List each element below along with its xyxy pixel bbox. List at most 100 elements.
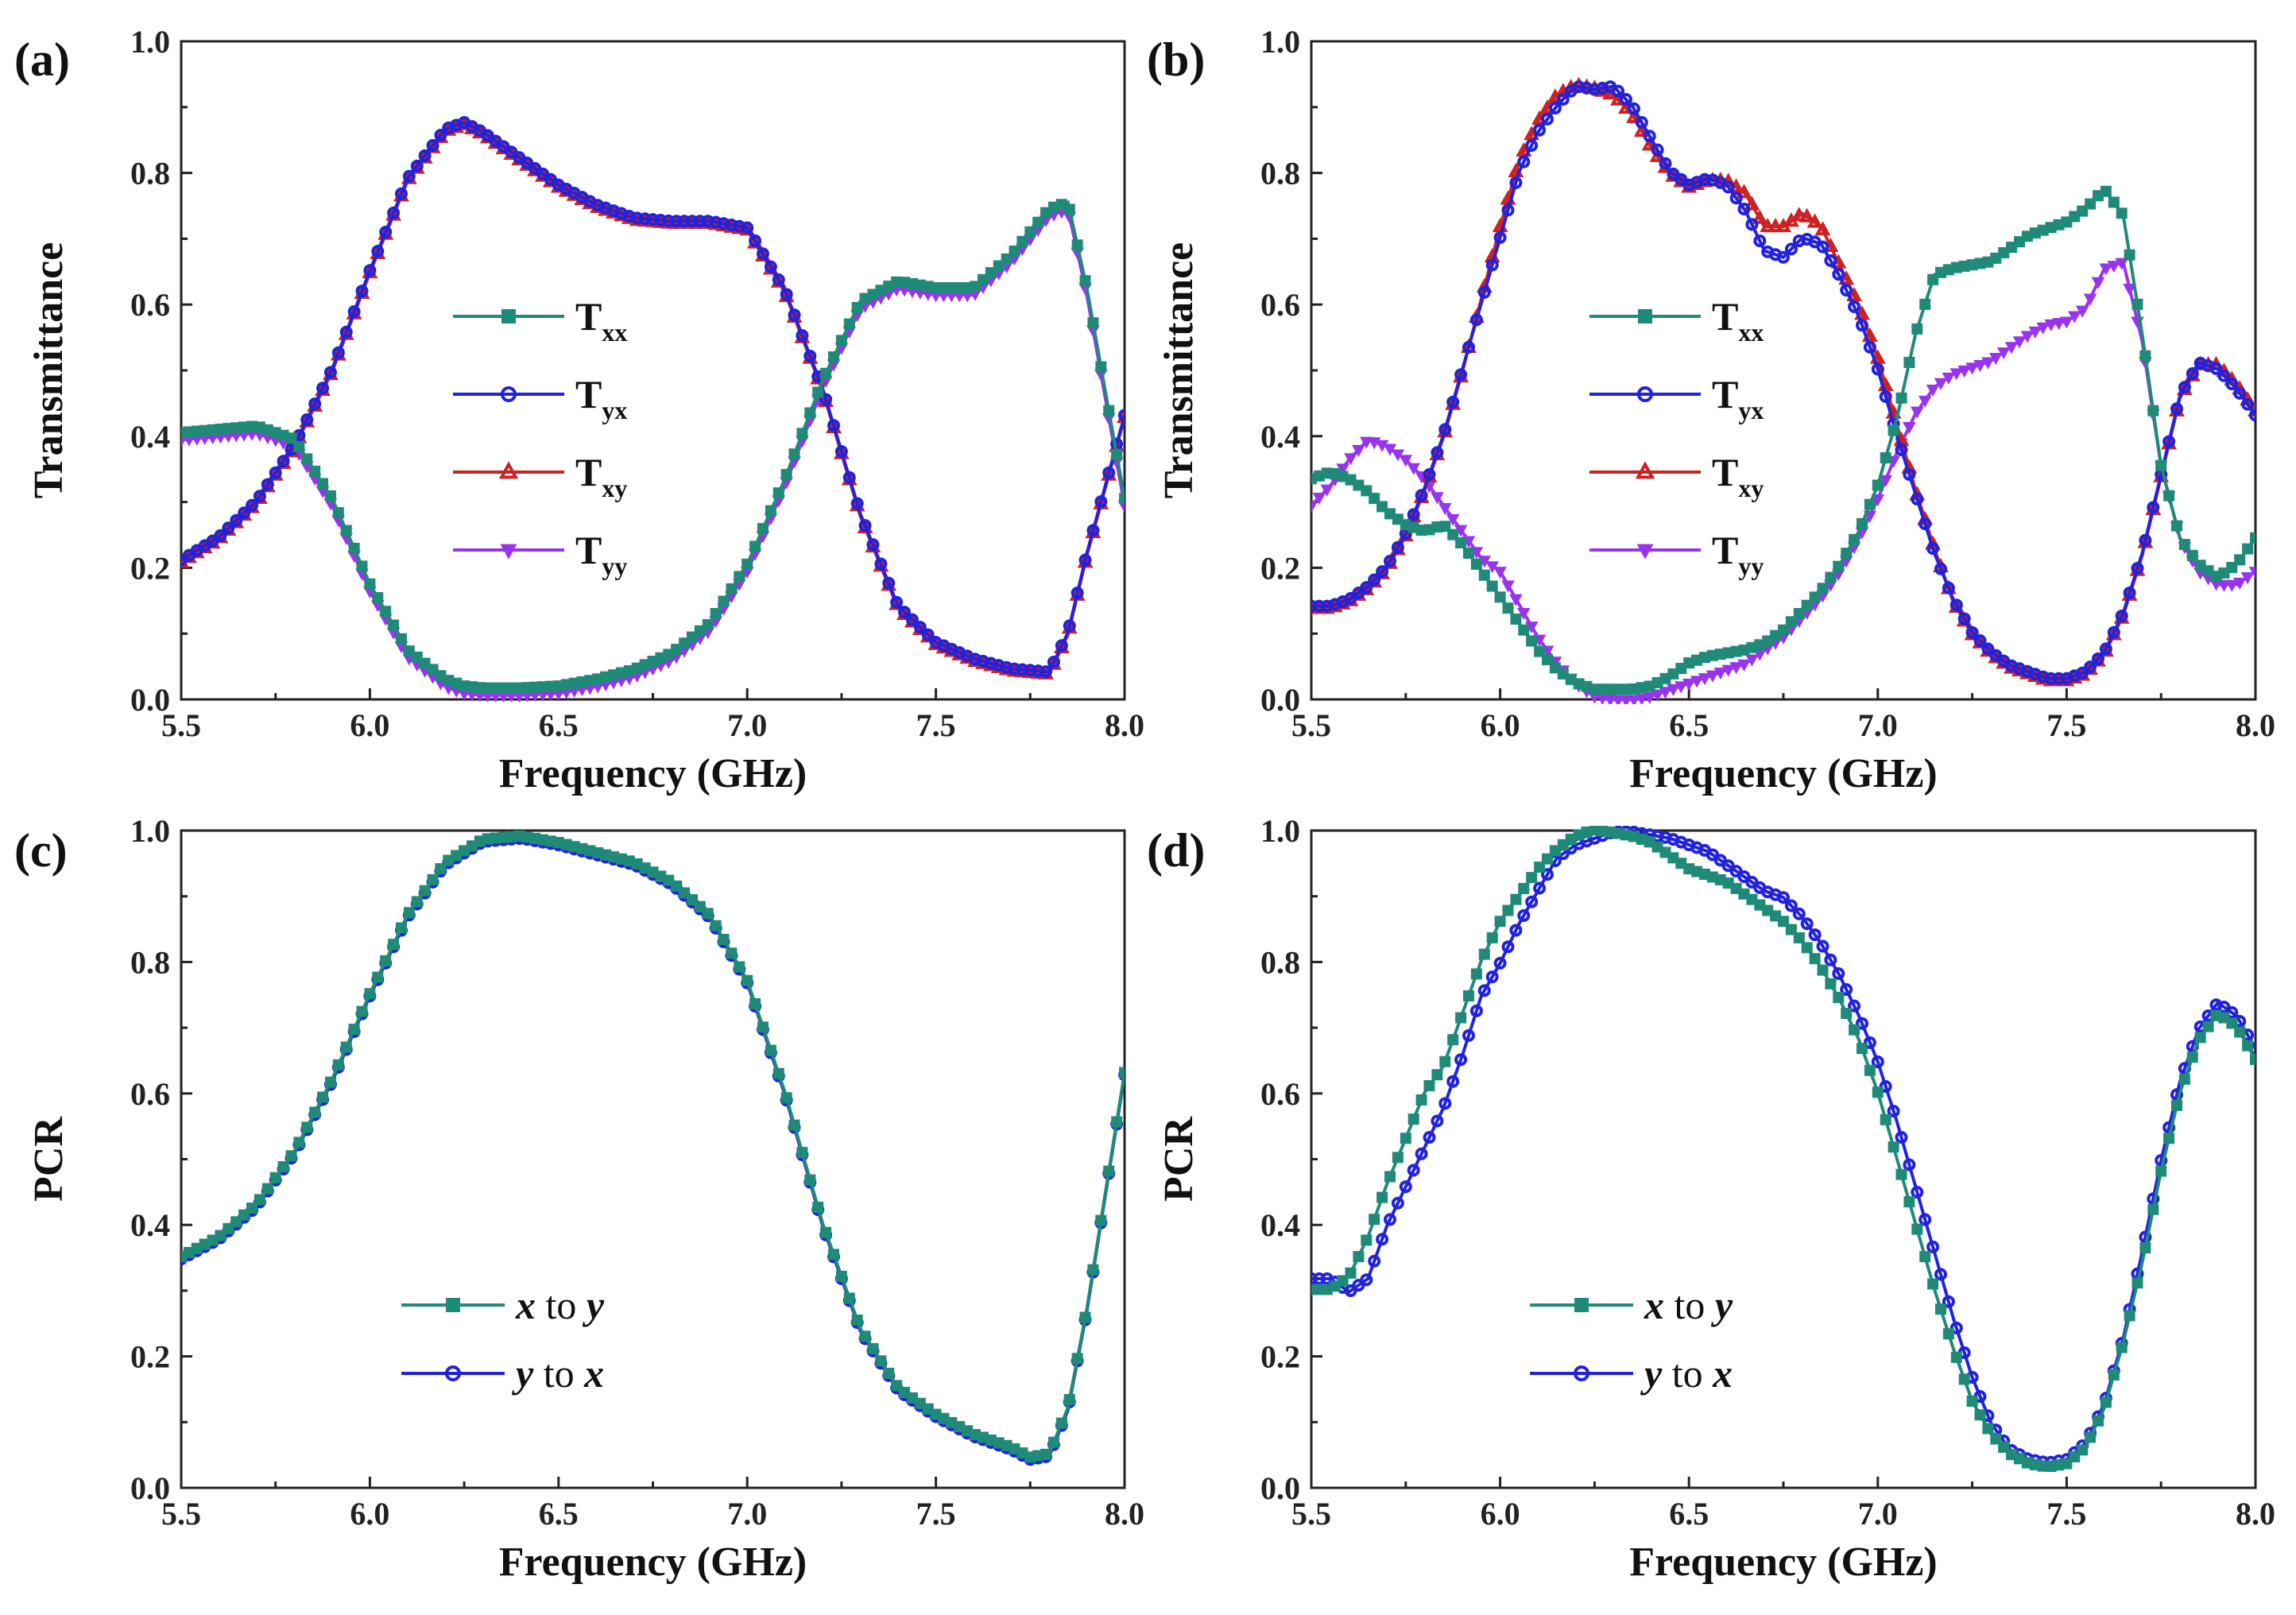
data-point	[2234, 1026, 2246, 1038]
data-point	[898, 606, 912, 619]
data-point	[1391, 540, 1404, 554]
data-point	[317, 478, 329, 490]
data-point	[1407, 1113, 1419, 1125]
data-point	[850, 497, 864, 510]
y-tick-label: 0.0	[130, 682, 170, 718]
data-point	[718, 595, 730, 607]
data-point	[1542, 653, 1553, 665]
data-point	[1501, 203, 1515, 217]
data-point	[1793, 608, 1805, 619]
data-point	[1729, 662, 1743, 675]
data-point	[1376, 1233, 1389, 1246]
data-point	[340, 1041, 352, 1053]
data-point	[372, 971, 384, 983]
data-point	[1353, 1251, 1365, 1263]
data-point	[2178, 1073, 2190, 1085]
data-point	[1095, 361, 1107, 373]
data-point	[1635, 693, 1649, 704]
data-point	[1736, 184, 1752, 199]
data-point	[741, 221, 754, 234]
legend-item: x to y	[1530, 1283, 1733, 1327]
data-point	[1841, 1008, 1853, 1020]
data-point	[1785, 616, 1797, 628]
data-point	[1806, 213, 1823, 228]
legend-swatch-marker	[501, 386, 517, 402]
data-point	[1603, 694, 1617, 704]
data-point	[403, 907, 415, 919]
data-point	[1760, 217, 1776, 233]
y-tick-label: 0.6	[130, 1076, 170, 1112]
plot-frame	[180, 829, 1126, 1489]
data-point	[1526, 872, 1538, 884]
y-tick-label: 0.2	[1260, 550, 1300, 586]
data-point	[2108, 1369, 2120, 1381]
data-point	[670, 215, 683, 228]
data-point	[764, 260, 777, 273]
data-point	[1008, 662, 1021, 676]
data-point	[1903, 1196, 1915, 1208]
data-point	[1001, 253, 1012, 265]
data-point	[726, 947, 738, 959]
data-point	[2084, 660, 2097, 674]
data-point	[1832, 268, 1845, 281]
data-point	[1721, 180, 1735, 194]
data-point	[1071, 1353, 1083, 1365]
x-axis-label: Frequency (GHz)	[1629, 751, 1938, 796]
data-point	[2194, 1032, 2206, 1044]
data-point	[1439, 1055, 1451, 1067]
data-point	[356, 560, 368, 572]
data-point	[2217, 579, 2231, 592]
x-tick-label: 7.5	[2046, 1496, 2086, 1532]
data-point	[1509, 924, 1523, 937]
data-point	[2124, 1310, 2135, 1322]
data-point	[788, 308, 801, 322]
data-point	[340, 525, 352, 536]
data-point	[356, 1005, 368, 1017]
data-point	[316, 381, 330, 395]
data-point	[1087, 317, 1099, 329]
data-point	[749, 540, 761, 552]
data-point	[772, 487, 784, 499]
data-point	[1399, 1180, 1412, 1194]
data-point	[1533, 123, 1547, 137]
data-point	[1399, 455, 1413, 467]
data-point	[1942, 581, 1955, 594]
data-point	[1438, 1097, 1452, 1110]
legend-swatch-marker	[1635, 461, 1655, 479]
data-point	[1102, 466, 1116, 479]
data-point	[308, 397, 322, 411]
data-point	[1368, 573, 1381, 587]
x-axis-label: Frequency (GHz)	[1629, 1539, 1938, 1585]
data-point	[1848, 999, 1861, 1013]
data-point	[1517, 908, 1531, 922]
data-point	[1534, 862, 1546, 873]
data-point	[426, 138, 439, 152]
data-point	[2012, 336, 2027, 349]
data-point	[1888, 1141, 1899, 1153]
data-point	[1047, 655, 1060, 668]
data-point	[1982, 1423, 1994, 1435]
data-point	[702, 618, 714, 630]
data-point	[2209, 362, 2223, 375]
legend-item: Tyy	[453, 528, 627, 580]
data-point	[1311, 599, 1318, 613]
data-point	[835, 335, 847, 347]
y-tick-label: 0.4	[130, 1207, 170, 1243]
data-point	[1462, 340, 1475, 354]
data-point	[1767, 217, 1784, 233]
legend: Txx Tyx Txy Tyy	[453, 294, 627, 580]
data-point	[1016, 235, 1028, 247]
data-point	[2232, 577, 2247, 590]
data-point	[749, 997, 761, 1009]
data-point	[1454, 1053, 1468, 1067]
data-point	[1903, 1158, 1916, 1172]
data-point	[1849, 533, 1860, 545]
data-point	[1784, 899, 1798, 912]
data-point	[1446, 513, 1460, 526]
data-point	[685, 215, 699, 228]
data-point	[2085, 1431, 2097, 1443]
data-point	[331, 346, 345, 359]
data-point	[812, 386, 824, 398]
data-point	[1825, 571, 1837, 583]
data-point	[1942, 1295, 1955, 1308]
